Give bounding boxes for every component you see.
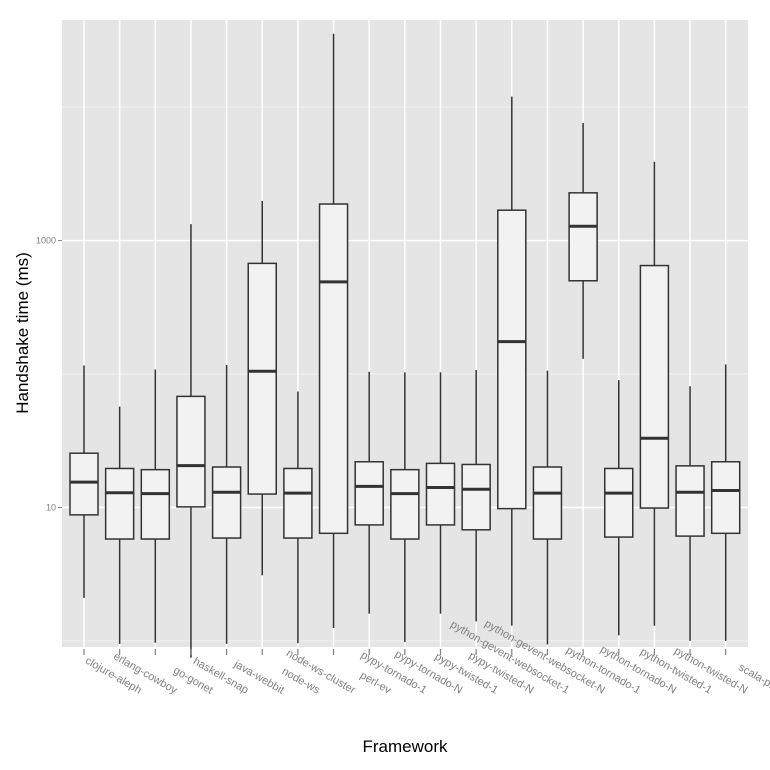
y-axis-ticks: 10 1000 [36,236,62,512]
box-node-ws [247,201,277,576]
box-body [247,262,277,495]
box-body [390,468,420,540]
box-go-gonet [140,369,171,643]
box-body [532,466,563,540]
box-body [140,468,171,540]
box-perl-ev [318,33,349,628]
box-body [211,466,242,539]
box-body [675,465,705,537]
box-python-twisted-N [675,386,705,641]
y-axis-title: Handshake time (ms) [13,252,32,414]
box-body [69,452,99,516]
y-tick-label: 1000 [36,236,56,246]
box-python-gevent-websocket-N [532,370,563,645]
box-scala-play [710,364,741,641]
y-tick-label: 10 [46,502,56,512]
box-haskell-snap [176,224,206,658]
box-body [176,395,206,508]
box-python-tornado-1 [568,123,598,359]
box-body [639,264,670,509]
x-axis-title: Framework [362,737,448,756]
box-body [710,461,741,535]
box-body [354,461,384,526]
box-erlang-cowboy [104,406,135,644]
box-python-gevent-websocket-1 [497,96,527,626]
box-node-ws-cluster [283,391,313,644]
box-pypy-tornado-N [390,372,420,643]
box-body [461,463,491,531]
box-pypy-twisted-1 [425,372,456,614]
box-python-tornado-N [604,380,634,636]
box-body [425,462,456,526]
box-python-twisted-1 [639,161,670,626]
box-body [283,467,313,539]
box-body [604,467,634,538]
box-pypy-twisted-N [461,370,491,622]
box-body [568,192,598,282]
box-series [69,33,741,658]
box-body [104,467,135,540]
box-java-webbit [211,364,242,644]
box-body [318,203,349,535]
box-clojure-aleph [69,365,99,598]
box-pypy-tornado-1 [354,371,384,614]
box-body [497,209,527,510]
